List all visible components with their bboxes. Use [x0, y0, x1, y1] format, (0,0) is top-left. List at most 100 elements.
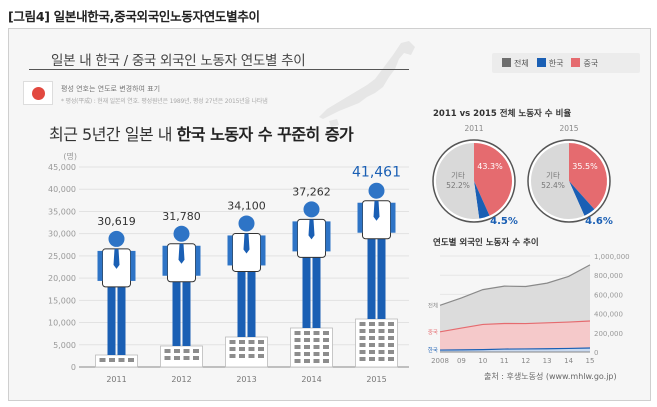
building-window [369, 336, 375, 340]
building-window [378, 329, 385, 333]
area-line-한국 [439, 347, 591, 351]
building-window [99, 358, 106, 362]
building-window [248, 354, 255, 358]
y-tick-label: 400,000 [594, 311, 623, 319]
pie-year-label: 2011 [464, 124, 483, 133]
building-window [359, 343, 366, 347]
y-tick-label: 45,000 [48, 163, 76, 172]
area-fill-중국 [440, 321, 590, 352]
worker-leg [172, 281, 181, 346]
pie-section-title: 2011 vs 2015 전체 노동자 수 비율 [433, 109, 572, 119]
legend-item-total: 전체 [502, 57, 529, 69]
worker-head [173, 225, 190, 242]
building-window [193, 356, 199, 360]
building-window [164, 349, 171, 353]
building-window [304, 345, 310, 349]
series-label: 한국 [428, 347, 438, 354]
y-tick-label: 35,000 [48, 207, 76, 216]
worker-arm [130, 250, 136, 281]
building-window [258, 354, 264, 358]
bar-chart: (명) 45,000 40,000 35,000 30,000 25,000 20,000 1… [48, 151, 409, 384]
building-window [294, 352, 301, 356]
infographic-frame: 일본 내 한국 / 중국 외국인 노동자 연도별 추이 전체 한국 중국 평성 … [8, 28, 651, 401]
building-window [304, 331, 310, 335]
x-tick-label: 15 [586, 357, 595, 365]
series-label: 중국 [428, 329, 438, 336]
worker-leg [237, 271, 246, 337]
worker-bar-2015 [355, 182, 398, 368]
worker-tie [113, 248, 120, 269]
building-window [369, 343, 375, 347]
building-window [294, 359, 301, 363]
worker-arm [162, 245, 168, 276]
building-window [174, 356, 180, 360]
japan-map-decoration [319, 41, 415, 127]
worker-leg [302, 257, 311, 328]
building-window [174, 349, 180, 353]
building-window [229, 340, 236, 344]
building-window [128, 358, 134, 362]
building-window [359, 357, 366, 361]
building-window [164, 356, 171, 360]
pie-label-other: 52.4% [541, 181, 565, 190]
y-tick-label: 15,000 [48, 296, 76, 305]
building-window [323, 352, 329, 356]
x-tick-label: 2015 [366, 375, 386, 384]
x-tick-label: 11 [500, 357, 509, 365]
building-window [323, 359, 329, 363]
y-unit-label: (명) [63, 151, 77, 161]
building-window [359, 350, 366, 354]
building-window [239, 354, 245, 358]
worker-tie [373, 200, 380, 221]
figure-caption: [그림4] 일본내한국,중국외국인노동자연도별추이 [8, 9, 260, 24]
building-window [229, 347, 236, 351]
era-footnote: * 평성(平成) : 현재 일본의 연호. 평성원년은 1989년, 평성 27… [61, 98, 268, 105]
worker-arm [97, 250, 103, 281]
building-window [388, 350, 394, 354]
y-tick-label: 0 [71, 363, 76, 372]
bar-value-label: 41,461 [352, 165, 401, 181]
building-base [160, 345, 203, 368]
building-window [359, 336, 366, 340]
x-tick-label: 13 [543, 357, 552, 365]
pie-slice-2015-기타 [531, 143, 585, 219]
building-window [388, 343, 394, 347]
worker-leg [312, 257, 321, 328]
worker-arm [195, 245, 201, 276]
building-window [369, 357, 375, 361]
x-tick-label: 2011 [106, 375, 126, 384]
worker-leg [247, 271, 256, 337]
main-title: 일본 내 한국 / 중국 외국인 노동자 연도별 추이 [51, 53, 306, 69]
building-window [323, 331, 329, 335]
worker-head [108, 230, 125, 247]
worker-head [303, 201, 320, 218]
building-window [258, 347, 264, 351]
area-line-중국 [439, 320, 591, 333]
bar-value-label: 31,780 [162, 210, 201, 223]
worker-leg [117, 286, 126, 355]
worker-arm [292, 221, 298, 252]
pie-year-label: 2015 [559, 124, 578, 133]
building-window [183, 356, 190, 360]
pie-slice-2015-중국 [569, 143, 607, 210]
building-window [388, 336, 394, 340]
title-divider [29, 69, 409, 70]
pie-slice-2011-기타 [436, 143, 480, 219]
building-window [369, 329, 375, 333]
x-tick-label: 14 [564, 357, 573, 365]
worker-head [238, 215, 255, 232]
pie-slice-2011-중국 [474, 143, 512, 216]
building-window [193, 349, 199, 353]
building-window [294, 338, 301, 342]
worker-bar-2014 [290, 201, 333, 368]
building-window [248, 340, 255, 344]
building-window [378, 336, 385, 340]
building-window [388, 329, 394, 333]
building-window [304, 352, 310, 356]
building-window [183, 349, 190, 353]
legend-item-korea: 한국 [536, 57, 563, 69]
worker-head [368, 182, 385, 199]
trend-section-title: 연도별 외국인 노동자 수 추이 [433, 238, 539, 248]
building-window [313, 352, 320, 356]
